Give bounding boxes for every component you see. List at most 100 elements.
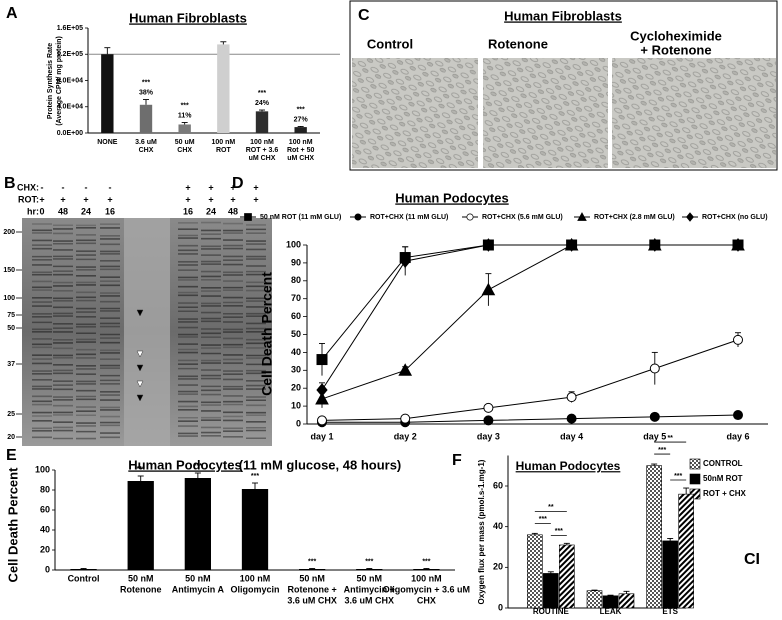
bar xyxy=(662,540,678,609)
lane-label: + xyxy=(107,194,112,204)
significance: ** xyxy=(548,504,554,511)
y-tick-label: 50 xyxy=(291,329,301,339)
y-tick-label: 1.6E+05 xyxy=(57,25,83,32)
significance: ** xyxy=(667,435,673,442)
significance: *** xyxy=(539,516,547,523)
error-bar xyxy=(591,589,598,591)
error-bar xyxy=(623,590,630,594)
bar xyxy=(294,127,307,133)
marker xyxy=(316,354,328,366)
lane-label: 16 xyxy=(105,206,115,216)
bar xyxy=(646,465,662,609)
bar xyxy=(178,124,191,133)
x-tick-label: day 1 xyxy=(310,431,333,441)
bar xyxy=(127,481,154,570)
marker xyxy=(649,363,660,374)
error-bar xyxy=(252,482,258,489)
annotation: CI xyxy=(744,551,760,568)
arrowhead xyxy=(136,309,144,317)
y-tick-label: 0 xyxy=(498,602,503,612)
percent-label: 27% xyxy=(294,116,309,123)
arrowhead xyxy=(136,364,144,372)
x-tick-label: 50 nM xyxy=(128,573,154,583)
legend-marker xyxy=(466,213,474,221)
y-tick-label: 20 xyxy=(493,562,503,572)
y-tick-label: 30 xyxy=(291,365,301,375)
error-bar xyxy=(137,475,144,481)
y-axis-label: Cell Death Percent xyxy=(5,467,20,583)
y-tick-label: 80 xyxy=(291,275,301,285)
panel-c-frame xyxy=(349,0,778,171)
x-tick-label: Antimycin A xyxy=(172,584,225,594)
marker xyxy=(316,383,328,397)
marker-label: 100 xyxy=(3,295,15,302)
series-line xyxy=(321,244,738,360)
chart-title: Human Podocytes xyxy=(516,459,621,473)
y-axis-label: Oxygen flux per mass (pmol.s-1.mg-1) xyxy=(477,459,486,604)
legend-marker xyxy=(686,212,694,222)
y-tick-label: 1.2E+05 xyxy=(57,51,83,58)
y-tick-label: 70 xyxy=(291,293,301,303)
chart-subtitle: (11 mM glucose, 48 hours) xyxy=(239,457,402,472)
marker-label: 37 xyxy=(7,361,15,368)
lane-label: 24 xyxy=(206,206,216,216)
y-tick-label: 100 xyxy=(35,464,50,474)
significance: *** xyxy=(658,447,666,454)
error-bar xyxy=(563,542,570,545)
lane-label: - xyxy=(41,182,44,192)
error-bar xyxy=(683,487,690,495)
lane-label: + xyxy=(208,182,213,192)
x-tick-label: 100 nM xyxy=(250,139,274,146)
x-tick-label: day 3 xyxy=(477,431,500,441)
lane-label: 48 xyxy=(228,206,238,216)
y-tick-label: 60 xyxy=(291,311,301,321)
marker xyxy=(649,411,660,422)
percent-label: 38% xyxy=(139,89,154,96)
significance: *** xyxy=(137,466,145,473)
bar xyxy=(101,54,114,133)
legend-label: ROT+CHX (no GLU) xyxy=(702,214,768,221)
x-tick-label: CHX xyxy=(417,595,436,605)
micrograph xyxy=(352,58,478,168)
x-tick-label: 50 nM xyxy=(185,573,211,583)
marker xyxy=(399,254,411,268)
significance: *** xyxy=(194,463,202,470)
y-tick-label: 0 xyxy=(296,418,301,428)
significance: *** xyxy=(365,558,373,565)
panel-letter: F xyxy=(452,452,462,469)
row-label: hr: xyxy=(27,206,39,216)
bar xyxy=(241,489,269,570)
legend-swatch xyxy=(689,473,701,485)
percent-label: 24% xyxy=(255,100,270,107)
marker-label: 50 xyxy=(7,325,15,332)
panel-letter: B xyxy=(4,175,16,192)
percent-label: 11% xyxy=(178,112,192,119)
marker xyxy=(317,415,327,426)
x-tick-label: 50 uM xyxy=(175,139,195,146)
lane-label: + xyxy=(253,194,258,204)
x-tick-label: ROT xyxy=(216,147,232,154)
x-tick-label: LEAK xyxy=(600,607,622,616)
bar xyxy=(618,593,635,609)
marker xyxy=(398,363,413,376)
lane-label: 16 xyxy=(183,206,193,216)
x-tick-label: CHX xyxy=(139,147,154,154)
arrowhead xyxy=(136,350,144,358)
y-tick-label: 20 xyxy=(291,383,301,393)
row-label: CHX: xyxy=(17,182,39,192)
bar xyxy=(356,569,383,570)
panel-letter: C xyxy=(358,7,370,24)
x-tick-label: 50 nM xyxy=(299,573,325,583)
bar xyxy=(299,569,326,570)
significance: *** xyxy=(258,90,266,97)
lane-label: 24 xyxy=(81,206,91,216)
column-label: + Rotenone xyxy=(640,42,711,57)
error-bar xyxy=(607,594,614,596)
legend-label: CONTROL xyxy=(703,459,743,468)
lane-label: + xyxy=(185,182,190,192)
bar xyxy=(139,104,153,133)
y-tick-label: 40 xyxy=(40,524,50,534)
bar xyxy=(559,544,575,609)
arrowhead xyxy=(136,380,144,388)
